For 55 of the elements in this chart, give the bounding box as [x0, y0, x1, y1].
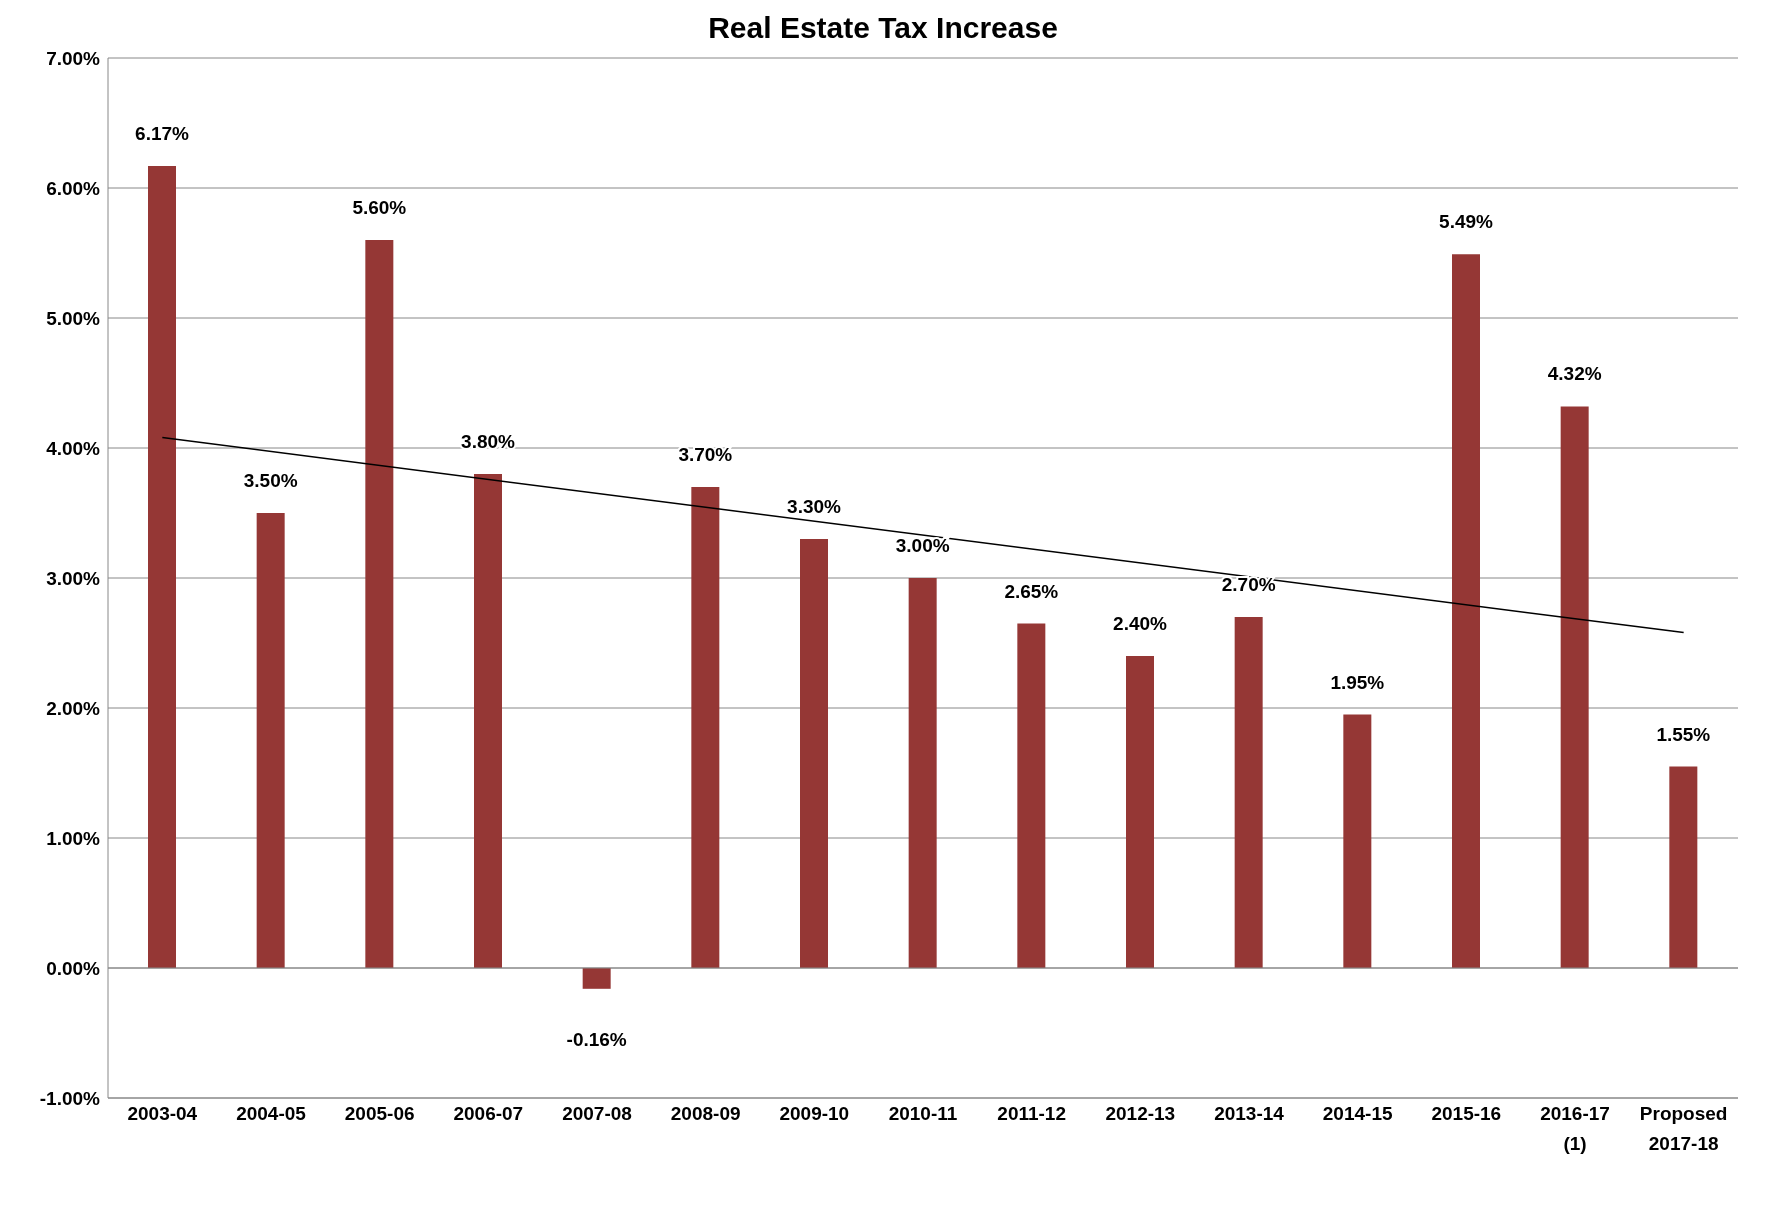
data-label: -0.16% [566, 1028, 627, 1050]
x-tick-label: 2008-09 [670, 1103, 741, 1124]
bar [256, 513, 285, 968]
x-tick-label: 2003-04 [127, 1103, 198, 1124]
x-tick-label: 2010-11 [888, 1103, 958, 1124]
data-label: 1.95% [1330, 671, 1385, 693]
y-tick-label: 6.00% [46, 177, 101, 199]
data-label: 3.30% [787, 496, 842, 517]
x-tick-label: 2016-17 (1) [1540, 1103, 1610, 1154]
y-tick-label: -1.00% [39, 1087, 101, 1109]
y-tick-label: 2.00% [46, 697, 101, 719]
x-tick-label: 2014-15 [1322, 1103, 1393, 1124]
bar [800, 539, 828, 968]
data-label: 3.80% [461, 431, 516, 452]
bar [908, 578, 937, 968]
y-tick-label: 4.00% [46, 437, 101, 459]
bar [1017, 623, 1046, 968]
y-tick-label: 3.00% [46, 567, 101, 589]
x-tick-label: 2013-14 [1214, 1103, 1285, 1124]
x-tick-label: 2012-13 [1105, 1103, 1176, 1124]
data-label: 2.40% [1113, 613, 1168, 634]
data-label: 4.32% [1547, 363, 1602, 385]
bar [1126, 656, 1154, 968]
y-tick-label: 0.00% [46, 957, 101, 979]
bar [1669, 766, 1698, 968]
x-tick-label: 2015-16 [1431, 1103, 1502, 1124]
data-label: 2.70% [1221, 574, 1276, 595]
data-label: 2.65% [1004, 580, 1059, 602]
x-tick-label: Proposed 2017-18 [1639, 1103, 1728, 1154]
data-label: 3.70% [678, 444, 733, 465]
y-tick-label: 1.00% [46, 827, 101, 849]
bar [1343, 714, 1372, 968]
x-tick-label: 2006-07 [453, 1103, 524, 1124]
x-tick-label: 2009-10 [779, 1103, 850, 1124]
x-tick-label: 2007-08 [562, 1103, 632, 1124]
bar [1452, 254, 1480, 968]
x-tick-label: 2004-05 [236, 1103, 307, 1124]
data-label: 3.50% [243, 470, 298, 491]
chart-title: Real Estate Tax Increase [707, 10, 1059, 46]
bar [474, 474, 502, 968]
y-tick-label: 5.00% [46, 307, 101, 329]
x-tick-label: 2011-12 [997, 1103, 1067, 1124]
data-label: 1.55% [1656, 723, 1711, 745]
bar [1234, 617, 1263, 968]
data-label: 5.49% [1439, 211, 1494, 233]
bar [691, 487, 720, 968]
data-label: 3.00% [895, 535, 950, 556]
bar [582, 968, 611, 989]
data-label: 6.17% [135, 122, 190, 144]
bar [148, 165, 176, 968]
bar [1560, 406, 1589, 968]
x-tick-label: 2005-06 [344, 1103, 415, 1124]
y-tick-label: 7.00% [46, 47, 101, 69]
data-label: 5.60% [352, 197, 407, 218]
bar [365, 240, 394, 968]
